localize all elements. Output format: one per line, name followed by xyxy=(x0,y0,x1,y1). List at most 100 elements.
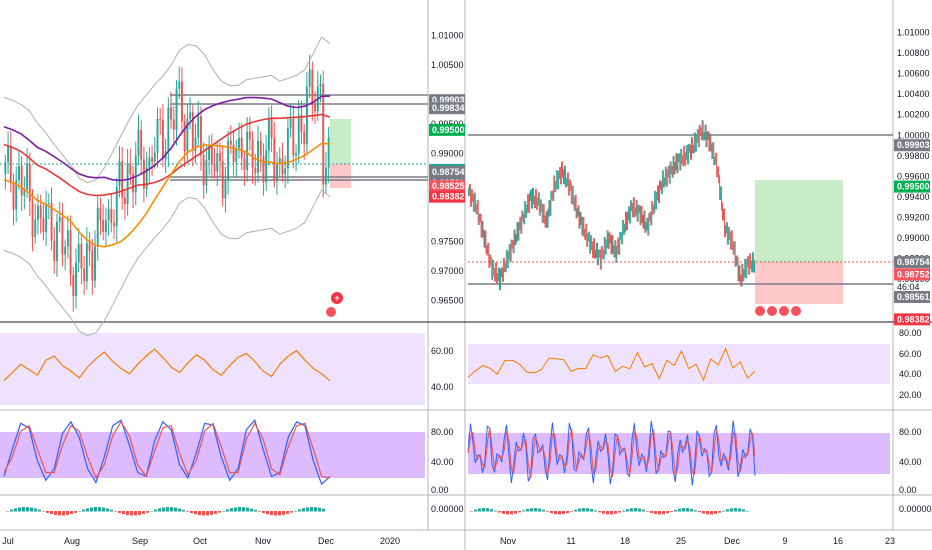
macd-hist-bar xyxy=(634,508,637,512)
left-candle-body xyxy=(140,129,143,160)
right-time-axis[interactable]: Nov 11 18 25 Dec 9 16 23 xyxy=(500,536,895,546)
macd-hist-bar xyxy=(470,511,473,512)
left-candle-body xyxy=(273,137,276,181)
macd-hist-bar xyxy=(290,511,293,513)
left-target-zone[interactable] xyxy=(330,119,351,164)
macd-hist-bar xyxy=(526,509,529,512)
macd-hist-bar xyxy=(246,507,249,512)
macd-hist-bar xyxy=(594,510,597,512)
stoch-k-right xyxy=(467,420,756,486)
left-candle-body xyxy=(132,174,134,193)
left-candle-body xyxy=(314,104,317,112)
right-target-zone[interactable] xyxy=(755,180,843,262)
left-candle-body xyxy=(118,161,121,187)
macd-hist-bar xyxy=(490,509,493,512)
macd-hist-bar xyxy=(50,511,53,515)
macd-tick-left: 0.00000 xyxy=(431,504,464,514)
left-candle-body xyxy=(94,246,96,281)
price-tag-label: 0.98752 xyxy=(897,269,930,279)
event-icon[interactable]: + xyxy=(326,292,343,317)
macd-hist-bar xyxy=(666,511,669,514)
left-candle-body xyxy=(56,221,58,262)
macd-hist-bar xyxy=(734,508,737,512)
left-price-tags: 0.999030.998340.995000.987520.987540.985… xyxy=(429,94,465,203)
left-candle-body xyxy=(102,220,105,233)
right-price-tick: 0.99800 xyxy=(897,151,930,161)
right-flag-icon-4 xyxy=(791,306,801,316)
macd-hist-bar xyxy=(118,511,121,513)
rsi-left xyxy=(3,348,331,382)
left-candle-body xyxy=(64,246,67,255)
price-tag-label: 0.98561 xyxy=(897,292,930,302)
left-candle-body xyxy=(31,200,34,237)
left-candle-body xyxy=(53,240,56,262)
left-candle-body xyxy=(297,115,300,154)
macd-hist-bar xyxy=(202,511,205,516)
macd-hist-bar xyxy=(230,508,233,512)
left-candle-body xyxy=(213,164,216,172)
left-candle-body xyxy=(240,137,243,158)
stoch-tick-left: 0.00 xyxy=(431,485,449,495)
macd-hist-bar xyxy=(322,508,325,512)
macd-hist-bar xyxy=(714,511,717,514)
left-price-tick: 0.97500 xyxy=(431,237,464,247)
macd-hist-bar xyxy=(554,511,557,515)
macd-hist-bar xyxy=(142,511,145,514)
horizontal-levels xyxy=(0,94,893,285)
price-tag xyxy=(429,123,465,136)
left-price-tick: 1.01000 xyxy=(431,31,464,41)
macd-hist-bar xyxy=(134,511,137,516)
macd-hist-bar xyxy=(254,509,257,512)
macd-hist-bar xyxy=(102,507,105,512)
macd-hist-bar xyxy=(650,511,653,513)
stoch-k-left xyxy=(3,418,331,486)
macd-hist-bar xyxy=(114,511,117,512)
left-price-tick: 0.97000 xyxy=(431,266,464,276)
price-tag-label: 0.98754 xyxy=(897,257,930,267)
left-candle-body xyxy=(202,155,205,186)
macd-hist-bar xyxy=(690,508,693,512)
macd-hist-bar xyxy=(110,509,113,512)
left-candle-body xyxy=(83,268,86,282)
macd-hist-bar xyxy=(222,510,225,512)
left-candle-body xyxy=(305,86,308,144)
left-candle-body xyxy=(129,163,132,175)
right-time-tick: 11 xyxy=(566,536,575,546)
left-candle-body xyxy=(167,107,170,152)
right-time-tick: 9 xyxy=(782,536,787,546)
right-price-tags: 0.99903 0.99500 0.98754 0.98752 0.98561 0.983… xyxy=(894,139,930,326)
left-moving-averages xyxy=(3,36,331,337)
left-candle-body xyxy=(232,144,235,163)
left-candle-body xyxy=(311,69,314,105)
left-candle-body xyxy=(50,202,53,241)
left-candle-body xyxy=(227,140,230,179)
price-tag xyxy=(894,313,930,326)
macd-hist-bar xyxy=(90,507,93,512)
left-stop-zone[interactable] xyxy=(330,164,351,188)
left-candle-body xyxy=(180,81,183,122)
left-price-tick: 0.96500 xyxy=(431,295,464,305)
left-time-tick: Jul xyxy=(2,536,14,546)
macd-hist-bar xyxy=(138,511,141,515)
left-candle-body xyxy=(123,197,126,204)
macd-hist-bar xyxy=(178,508,181,512)
left-time-tick: Sep xyxy=(132,536,148,546)
left-time-axis[interactable]: Jul Aug Sep Oct Nov Dec 2020 xyxy=(2,536,400,546)
price-tag xyxy=(429,102,465,115)
macd-hist-bar xyxy=(486,508,489,512)
macd-hist-bar xyxy=(654,511,657,515)
macd-hist-bar xyxy=(270,511,273,516)
macd-hist-bar xyxy=(662,511,665,515)
left-candle-body xyxy=(61,216,64,255)
left-candle-body xyxy=(243,157,246,170)
rsi-tick-left: 40.00 xyxy=(431,382,454,392)
macd-hist-bar xyxy=(30,507,33,512)
macd-hist-bar xyxy=(542,509,545,512)
macd-hist-bar xyxy=(314,507,317,512)
right-stop-zone[interactable] xyxy=(755,262,843,304)
price-tag xyxy=(894,290,930,303)
right-event-icons[interactable] xyxy=(755,306,801,316)
bb-upper xyxy=(3,36,331,184)
